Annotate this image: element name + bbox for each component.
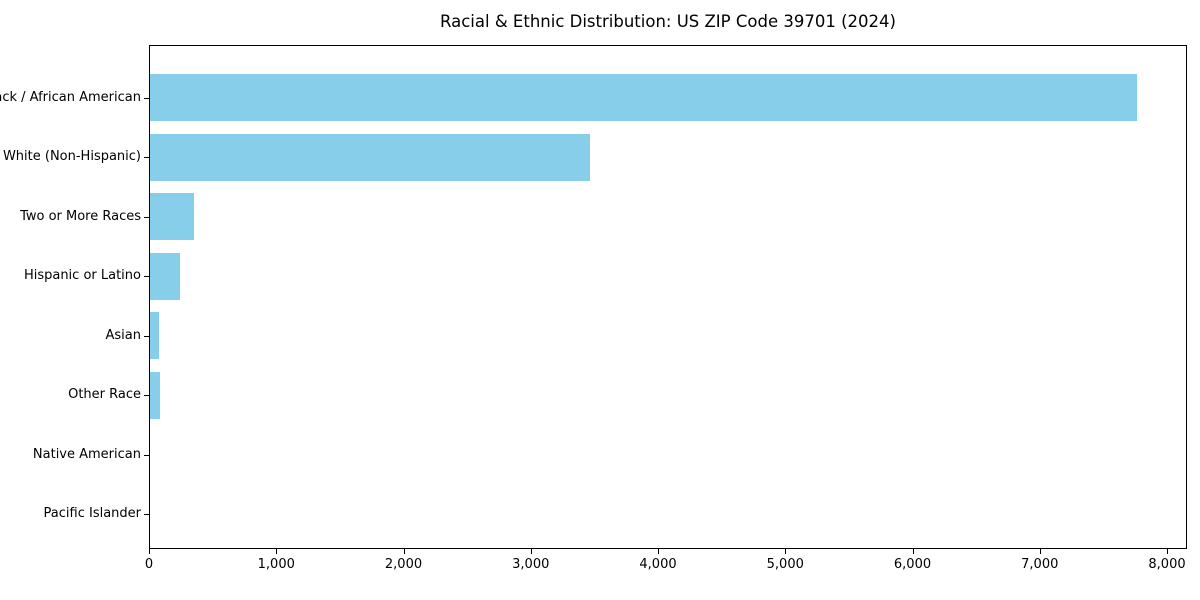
bar-asian: [150, 312, 159, 359]
x-tick-label: 7,000: [1021, 557, 1059, 572]
x-tick-label: 2,000: [384, 557, 423, 572]
y-tick-mark: [144, 335, 149, 337]
y-tick-label: Other Race: [68, 387, 141, 402]
y-tick-label: Black / African American: [0, 89, 141, 105]
bar-white-non-hispanic: [150, 133, 590, 181]
y-tick-label: Hispanic or Latino: [23, 268, 141, 283]
y-tick-label: Two or More Races: [20, 208, 141, 224]
bar-hispanic-or-latino: [150, 252, 180, 300]
y-tick-label: Native American: [32, 446, 141, 462]
y-tick-label: Pacific Islander: [43, 506, 141, 521]
x-tick-mark: [1039, 549, 1041, 554]
y-tick-mark: [144, 216, 149, 218]
x-tick-label: 4,000: [639, 557, 677, 572]
bar-other-race: [150, 371, 160, 419]
y-tick-mark: [144, 454, 149, 456]
y-tick-mark: [144, 514, 149, 515]
y-tick-mark: [144, 276, 149, 277]
x-tick-label: 6,000: [893, 557, 932, 572]
x-tick-label: 0: [144, 557, 154, 572]
y-tick-mark: [144, 157, 149, 158]
x-tick-mark: [403, 549, 405, 554]
x-tick-mark: [149, 549, 150, 554]
y-tick-mark: [144, 395, 149, 396]
chart-title: Racial & Ethnic Distribution: US ZIP Cod…: [440, 12, 896, 31]
x-tick-mark: [276, 549, 278, 554]
bar-two-or-more-races: [150, 193, 194, 240]
x-tick-mark: [785, 549, 787, 554]
x-tick-mark: [658, 549, 659, 554]
x-tick-label: 8,000: [1148, 557, 1186, 572]
x-tick-label: 5,000: [766, 557, 804, 572]
y-tick-label: White (Non-Hispanic): [2, 149, 141, 164]
plot-area: [149, 45, 1187, 549]
x-tick-mark: [1167, 549, 1168, 554]
y-tick-mark: [144, 97, 149, 99]
bar-black-african-american: [150, 74, 1137, 121]
x-tick-mark: [912, 549, 914, 554]
x-tick-label: 3,000: [512, 557, 550, 572]
x-tick-label: 1,000: [257, 557, 295, 572]
y-tick-label: Asian: [105, 327, 141, 343]
x-tick-mark: [530, 549, 532, 554]
